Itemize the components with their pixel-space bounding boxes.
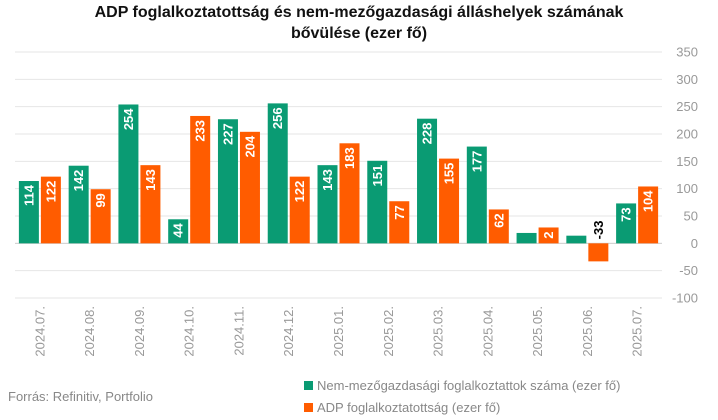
gridlines xyxy=(15,51,662,299)
x-tick-label: 2024.12. xyxy=(281,306,296,357)
bar-nonfarm xyxy=(466,146,487,244)
bar-data-label: 228 xyxy=(420,123,435,145)
y-tick-label: 300 xyxy=(676,72,698,87)
bar-series xyxy=(18,103,659,262)
x-tick-label: 2025.01. xyxy=(331,306,346,357)
bar-data-label: 143 xyxy=(143,169,158,191)
y-axis-ticks: -100 -50 0 50 100 150 200 250 300 350 xyxy=(672,45,698,306)
bar-adp xyxy=(90,189,111,244)
bar-nonfarm xyxy=(68,165,89,244)
bar-nonfarm xyxy=(566,235,587,244)
bar-data-label: 155 xyxy=(442,163,457,185)
bar-data-label: 183 xyxy=(342,147,357,169)
bar-nonfarm xyxy=(168,219,189,244)
x-tick-label: 2024.07. xyxy=(32,306,47,357)
x-tick-label: 2025.04. xyxy=(480,306,495,357)
bar-data-label: 151 xyxy=(370,165,385,187)
bar-nonfarm xyxy=(516,232,537,244)
y-tick-label: 150 xyxy=(676,154,698,169)
bar-data-label: 204 xyxy=(242,135,257,157)
x-axis-ticks: 2024.07. 2024.08. 2024.09. 2024.10. 2024.11.… xyxy=(32,306,644,357)
x-tick-label: 2025.03. xyxy=(431,306,446,357)
bar-data-label: -33 xyxy=(591,221,606,240)
bar-adp xyxy=(488,209,509,244)
bar-adp xyxy=(339,143,360,244)
y-tick-label: 0 xyxy=(691,236,698,251)
bar-labels: 114 122 142 99 254 143 44 233 227 204 256 122 143 183… xyxy=(21,107,655,239)
legend-swatch-orange xyxy=(304,403,313,412)
legend-label-adp: ADP foglalkoztatottság (ezer fő) xyxy=(317,400,501,415)
y-tick-label: -100 xyxy=(672,291,698,306)
bar-data-label: 104 xyxy=(641,190,656,212)
bar-data-label: 143 xyxy=(320,169,335,191)
bar-adp xyxy=(439,158,460,244)
x-tick-label: 2025.06. xyxy=(580,306,595,357)
bar-nonfarm xyxy=(267,103,288,244)
x-tick-label: 2024.08. xyxy=(82,306,97,357)
bar-data-label: 256 xyxy=(270,107,285,129)
chart-title-line-1: ADP foglalkoztatottság és nem-mezőgazdas… xyxy=(94,4,624,21)
y-tick-label: 350 xyxy=(676,45,698,60)
bar-data-label: 233 xyxy=(193,120,208,142)
x-tick-label: 2024.10. xyxy=(182,306,197,357)
legend-item-nonfarm: Nem-mezőgazdasági foglalkoztattok száma … xyxy=(304,378,620,393)
bar-data-label: 122 xyxy=(292,181,307,203)
bar-data-label: 227 xyxy=(220,123,235,145)
x-tick-label: 2024.11. xyxy=(231,306,246,356)
bar-data-label: 73 xyxy=(619,207,634,221)
y-tick-label: 250 xyxy=(676,99,698,114)
chart-title: ADP foglalkoztatottság és nem-mezőgazdas… xyxy=(0,2,718,44)
bar-adp xyxy=(588,243,609,262)
x-tick-label: 2025.05. xyxy=(530,306,545,357)
bar-data-label: 77 xyxy=(392,205,407,219)
bar-adp xyxy=(239,131,260,244)
x-tick-label: 2025.07. xyxy=(630,306,645,357)
bar-adp xyxy=(40,176,61,244)
x-tick-label: 2024.09. xyxy=(132,306,147,357)
bar-data-label: 44 xyxy=(171,223,186,238)
chart-title-line-2: bővülése (ezer fő) xyxy=(290,25,428,42)
bar-data-label: 2 xyxy=(541,231,556,238)
legend-swatch-green xyxy=(304,381,313,390)
legend-label-nonfarm: Nem-mezőgazdasági foglalkoztattok száma … xyxy=(317,378,621,393)
bar-data-label: 254 xyxy=(121,108,136,130)
y-tick-label: 200 xyxy=(676,127,698,142)
bar-adp xyxy=(190,115,211,244)
y-tick-label: 100 xyxy=(676,181,698,196)
bar-data-label: 177 xyxy=(469,151,484,173)
bar-adp xyxy=(538,227,559,244)
bar-nonfarm xyxy=(118,104,139,244)
legend-item-adp: ADP foglalkoztatottság (ezer fő) xyxy=(304,400,500,415)
y-tick-label: 50 xyxy=(684,209,698,224)
y-tick-label: -50 xyxy=(679,263,698,278)
bar-adp xyxy=(638,186,659,244)
bar-nonfarm xyxy=(317,165,338,244)
bar-data-label: 122 xyxy=(43,181,58,203)
bar-adp xyxy=(389,201,410,244)
bar-nonfarm xyxy=(616,203,637,244)
x-tick-label: 2025.02. xyxy=(381,306,396,357)
bar-nonfarm xyxy=(417,118,438,244)
bar-nonfarm xyxy=(217,119,238,244)
bar-data-label: 142 xyxy=(71,170,86,192)
bar-data-label: 114 xyxy=(21,184,36,206)
bar-adp xyxy=(289,176,310,244)
bar-data-label: 99 xyxy=(93,193,108,207)
source-note: Forrás: Refinitiv, Portfolio xyxy=(8,389,153,404)
bar-nonfarm xyxy=(18,181,39,244)
bar-adp xyxy=(140,165,161,244)
bar-nonfarm xyxy=(367,160,388,244)
bar-data-label: 62 xyxy=(491,213,506,227)
